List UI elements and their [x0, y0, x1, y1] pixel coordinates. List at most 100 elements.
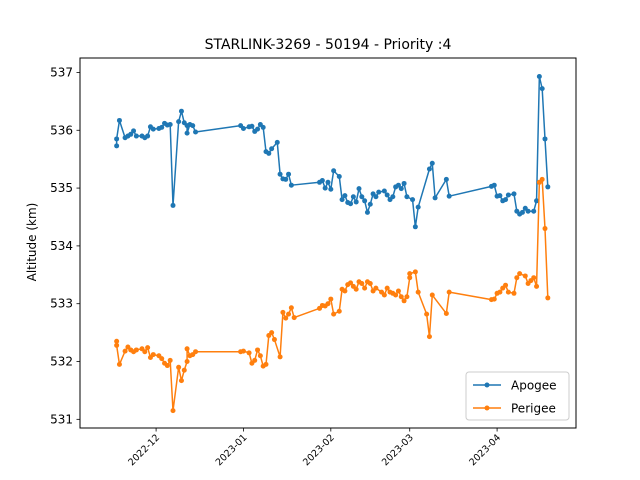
data-point — [376, 189, 382, 195]
y-axis-ticks: 531 532 533 534 535 536 537 — [50, 65, 80, 426]
y-tick-label: 537 — [50, 65, 73, 79]
data-point — [525, 208, 531, 214]
data-point — [429, 292, 435, 298]
data-point — [114, 338, 120, 344]
data-point — [249, 123, 255, 129]
data-point — [128, 131, 134, 137]
data-point — [193, 349, 199, 355]
data-point — [395, 288, 401, 294]
data-point — [415, 204, 421, 210]
data-point — [511, 191, 517, 197]
data-point — [503, 282, 509, 288]
data-point — [359, 194, 365, 200]
data-point — [407, 271, 413, 277]
data-point — [517, 271, 523, 277]
y-tick-label: 534 — [50, 239, 73, 253]
data-point — [176, 119, 182, 125]
data-point — [367, 280, 373, 286]
data-point — [356, 186, 362, 192]
legend: Apogee Perigee — [465, 371, 570, 421]
data-point — [359, 280, 365, 286]
data-point — [184, 346, 190, 352]
chart-title: STARLINK-3269 - 50194 - Priority :4 — [205, 37, 452, 53]
data-point — [286, 171, 292, 177]
data-point — [269, 146, 275, 152]
data-point — [364, 209, 370, 215]
data-point — [342, 193, 348, 199]
data-point — [283, 176, 289, 182]
data-point — [190, 123, 196, 129]
data-point — [446, 289, 452, 295]
data-point — [536, 74, 542, 79]
data-point — [159, 356, 165, 362]
data-point — [271, 337, 277, 343]
data-point — [319, 178, 325, 184]
data-point — [412, 224, 418, 230]
data-point — [410, 197, 416, 203]
legend-perigee-label: Perigee — [511, 402, 556, 416]
data-point — [328, 296, 334, 302]
data-point — [373, 194, 379, 200]
data-point — [145, 133, 151, 139]
y-tick-label: 536 — [50, 123, 73, 137]
data-point — [184, 359, 190, 365]
series-layer — [114, 74, 551, 414]
data-point — [150, 352, 156, 358]
data-point — [274, 139, 280, 145]
data-point — [114, 143, 120, 149]
data-point — [336, 308, 342, 314]
data-point — [331, 168, 337, 174]
data-point — [415, 289, 421, 295]
data-point — [353, 199, 359, 205]
data-point — [401, 180, 407, 186]
data-point — [145, 345, 151, 351]
data-point — [545, 184, 551, 190]
data-point — [288, 182, 294, 188]
data-point — [286, 311, 292, 317]
data-point — [497, 193, 503, 199]
data-point — [401, 298, 407, 304]
data-point — [269, 330, 275, 336]
data-point — [393, 292, 399, 298]
data-point — [384, 192, 390, 198]
data-point — [260, 124, 266, 130]
data-point — [283, 315, 289, 321]
data-point — [511, 290, 517, 296]
legend-apogee-label: Apogee — [511, 379, 557, 393]
data-point — [122, 348, 128, 354]
data-point — [331, 311, 337, 317]
data-point — [178, 378, 184, 384]
data-point — [522, 273, 528, 279]
data-point — [170, 408, 176, 414]
y-tick-label: 533 — [50, 297, 73, 311]
data-point — [545, 295, 551, 301]
data-point — [353, 286, 359, 292]
data-point — [240, 348, 246, 354]
data-point — [424, 311, 430, 317]
data-point — [367, 201, 373, 207]
data-point — [519, 209, 525, 215]
data-point — [503, 197, 509, 203]
data-point — [322, 185, 328, 191]
data-point — [514, 275, 520, 281]
data-point — [348, 201, 354, 207]
data-point — [252, 357, 258, 363]
data-point — [159, 124, 165, 130]
data-point — [534, 198, 540, 204]
data-point — [280, 309, 286, 315]
y-tick-label: 531 — [50, 412, 73, 426]
data-point — [176, 364, 182, 370]
data-point — [263, 361, 269, 367]
y-tick-label: 535 — [50, 181, 73, 195]
data-point — [178, 108, 184, 114]
data-point — [542, 136, 548, 142]
data-point — [407, 275, 413, 281]
data-point — [133, 347, 139, 353]
data-point — [291, 315, 297, 321]
legend-item-perigee: Perigee — [473, 402, 556, 416]
data-point — [531, 208, 537, 214]
data-point — [133, 133, 139, 139]
data-point — [531, 275, 537, 281]
y-tick-label: 532 — [50, 355, 73, 369]
